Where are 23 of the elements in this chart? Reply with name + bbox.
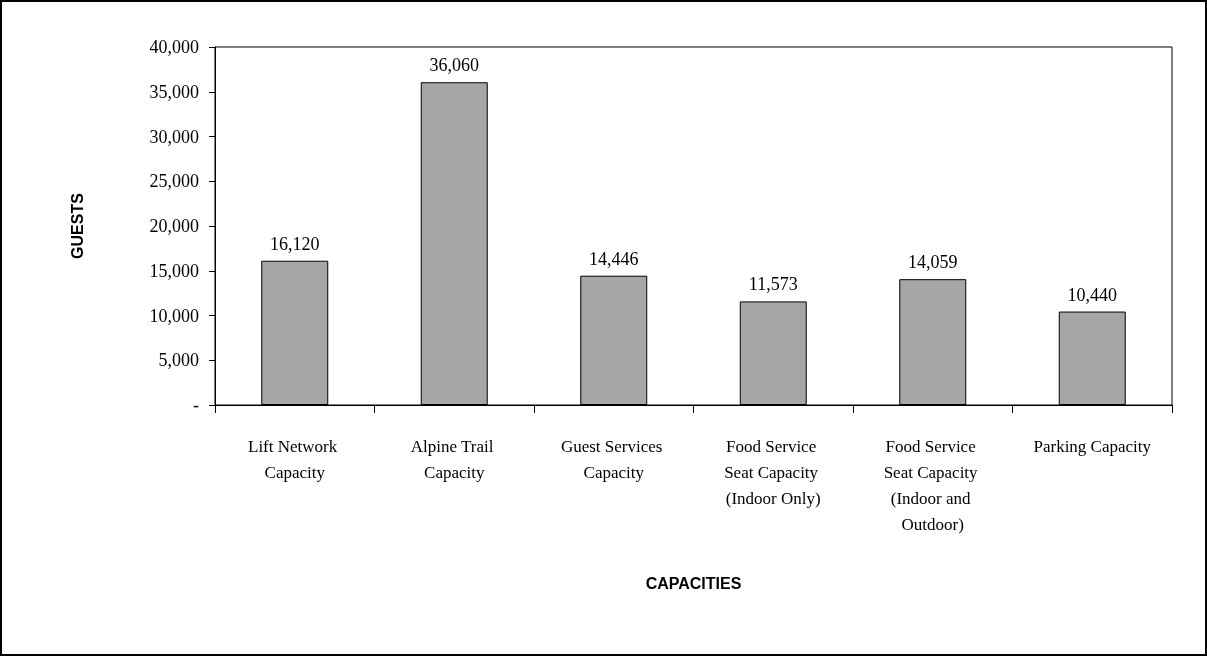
y-tick-label: 15,000: [149, 260, 199, 281]
y-tick-label: 20,000: [149, 216, 199, 236]
data-label: 11,573: [748, 274, 798, 295]
data-label: 16,120: [270, 233, 320, 254]
x-tick-label: Alpine Trail Capacity: [410, 436, 498, 482]
y-tick-label: 35,000: [149, 81, 199, 102]
x-tick-label: Parking Capacity: [1033, 436, 1152, 456]
x-axis-title: CAPACITIES: [645, 574, 742, 592]
y-axis-title: GUESTS: [68, 192, 86, 259]
x-tick-label: Food Service Seat Capacity (Indoor Only): [724, 436, 823, 508]
y-tick-label: 10,000: [149, 305, 199, 326]
y-tick-label: -: [193, 395, 199, 415]
y-tick-label: 30,000: [149, 126, 199, 147]
data-label: 14,059: [908, 252, 958, 273]
x-tick-label: Guest Services Capacity: [560, 436, 667, 482]
x-tick-label: Food Service Seat Capacity (Indoor and Outdoor): [883, 436, 982, 534]
data-label: 36,060: [429, 55, 479, 76]
data-label: 10,440: [1067, 284, 1117, 305]
data-label: 14,446: [589, 248, 639, 269]
y-tick-label: 5,000: [158, 350, 199, 371]
y-tick-label: 25,000: [149, 171, 199, 192]
x-tick-label: Lift Network Capacity: [248, 436, 342, 482]
y-tick-label: 40,000: [149, 37, 199, 57]
